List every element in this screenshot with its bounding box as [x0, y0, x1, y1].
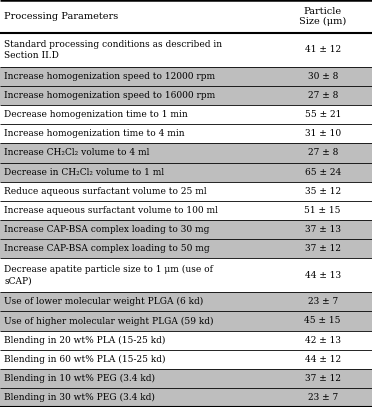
Bar: [0, 124, 372, 143]
Text: Increase aqueous surfactant volume to 100 ml: Increase aqueous surfactant volume to 10…: [4, 206, 218, 215]
Text: 55 ± 21: 55 ± 21: [305, 110, 341, 119]
Text: Blending in 10 wt% PEG (3.4 kd): Blending in 10 wt% PEG (3.4 kd): [4, 374, 155, 383]
Text: 30 ± 8: 30 ± 8: [308, 72, 338, 81]
Text: Reduce aqueous surfactant volume to 25 ml: Reduce aqueous surfactant volume to 25 m…: [4, 187, 207, 196]
Bar: [0, 162, 372, 182]
Text: 51 ± 15: 51 ± 15: [304, 206, 341, 215]
Text: Decrease apatite particle size to 1 μm (use of
sCAP): Decrease apatite particle size to 1 μm (…: [4, 265, 213, 285]
Bar: [0, 67, 372, 86]
Text: 23 ± 7: 23 ± 7: [308, 393, 338, 402]
Bar: [0, 239, 372, 258]
Bar: [0, 350, 372, 369]
Text: 37 ± 13: 37 ± 13: [305, 225, 341, 234]
Text: Blending in 20 wt% PLA (15-25 kd): Blending in 20 wt% PLA (15-25 kd): [4, 335, 166, 345]
Bar: [0, 311, 372, 330]
Text: 65 ± 24: 65 ± 24: [305, 168, 341, 177]
Bar: [0, 369, 372, 388]
Text: Increase homogenization time to 4 min: Increase homogenization time to 4 min: [4, 129, 185, 138]
Text: Increase CH₂Cl₂ volume to 4 ml: Increase CH₂Cl₂ volume to 4 ml: [4, 149, 150, 158]
Text: 37 ± 12: 37 ± 12: [305, 244, 341, 253]
Text: 45 ± 15: 45 ± 15: [304, 317, 341, 326]
Text: Blending in 60 wt% PLA (15-25 kd): Blending in 60 wt% PLA (15-25 kd): [4, 354, 166, 364]
Text: Use of higher molecular weight PLGA (59 kd): Use of higher molecular weight PLGA (59 …: [4, 316, 214, 326]
Text: Particle
Size (μm): Particle Size (μm): [299, 7, 346, 26]
Text: Increase homogenization speed to 16000 rpm: Increase homogenization speed to 16000 r…: [4, 91, 216, 100]
Bar: [0, 0, 372, 33]
Text: Increase homogenization speed to 12000 rpm: Increase homogenization speed to 12000 r…: [4, 72, 216, 81]
Bar: [0, 292, 372, 311]
Bar: [0, 143, 372, 162]
Bar: [0, 330, 372, 350]
Text: 23 ± 7: 23 ± 7: [308, 298, 338, 306]
Text: 35 ± 12: 35 ± 12: [305, 187, 341, 196]
Text: Blending in 30 wt% PEG (3.4 kd): Blending in 30 wt% PEG (3.4 kd): [4, 393, 155, 402]
Bar: [0, 105, 372, 124]
Bar: [0, 182, 372, 201]
Bar: [0, 220, 372, 239]
Text: Increase CAP-BSA complex loading to 50 mg: Increase CAP-BSA complex loading to 50 m…: [4, 244, 210, 253]
Text: 44 ± 13: 44 ± 13: [305, 271, 341, 280]
Text: 41 ± 12: 41 ± 12: [305, 45, 341, 55]
Text: Use of lower molecular weight PLGA (6 kd): Use of lower molecular weight PLGA (6 kd…: [4, 297, 204, 306]
Text: 27 ± 8: 27 ± 8: [308, 91, 338, 100]
Text: Increase CAP-BSA complex loading to 30 mg: Increase CAP-BSA complex loading to 30 m…: [4, 225, 210, 234]
Text: 44 ± 12: 44 ± 12: [305, 354, 341, 364]
Text: 31 ± 10: 31 ± 10: [305, 129, 341, 138]
Text: Decrease in CH₂Cl₂ volume to 1 ml: Decrease in CH₂Cl₂ volume to 1 ml: [4, 168, 164, 177]
Bar: [0, 33, 372, 67]
Bar: [0, 388, 372, 407]
Text: Processing Parameters: Processing Parameters: [4, 12, 119, 21]
Text: 37 ± 12: 37 ± 12: [305, 374, 341, 383]
Text: 42 ± 13: 42 ± 13: [305, 336, 341, 345]
Text: Standard processing conditions as described in
Section II.D: Standard processing conditions as descri…: [4, 40, 222, 60]
Bar: [0, 86, 372, 105]
Text: 27 ± 8: 27 ± 8: [308, 149, 338, 158]
Text: Decrease homogenization time to 1 min: Decrease homogenization time to 1 min: [4, 110, 188, 119]
Bar: [0, 258, 372, 292]
Bar: [0, 201, 372, 220]
